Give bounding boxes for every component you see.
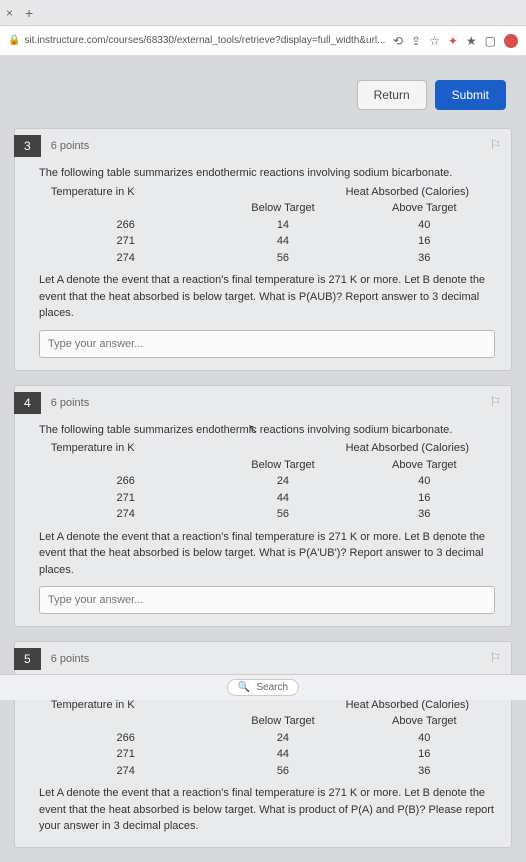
data-table: Temperature in K Heat Absorbed (Calories)… [39, 184, 495, 267]
question-intro: The following table summarizes endotherm… [39, 422, 495, 439]
window-icon[interactable]: ▢ [485, 34, 496, 48]
above-cell: 40 [354, 730, 495, 747]
question-intro: The following table summarizes endotherm… [39, 165, 495, 182]
below-cell: 56 [212, 250, 353, 267]
data-table: Temperature in KHeat Absorbed (Calories)… [39, 697, 495, 780]
question-points: 6 points [51, 397, 90, 409]
col-below: Below Target [212, 713, 353, 730]
above-cell: 16 [354, 746, 495, 763]
temp-cell: 274 [39, 763, 212, 780]
above-cell: 36 [354, 763, 495, 780]
below-cell: 56 [212, 763, 353, 780]
above-cell: 16 [354, 233, 495, 250]
table-row: 2714416 [39, 746, 495, 763]
temp-cell: 271 [39, 233, 212, 250]
above-cell: 16 [354, 490, 495, 507]
question-card: 3 6 points ⚐ The following table summarizes… [14, 128, 512, 371]
question-body: The following table summarizes endotherm… [15, 161, 511, 358]
tab-bar: × + [0, 0, 526, 26]
below-cell: 24 [212, 730, 353, 747]
profile-icon[interactable] [504, 34, 518, 48]
question-number: 5 [14, 648, 41, 670]
address-bar[interactable]: 🔒 sit.instructure.com/courses/68330/exte… [0, 26, 526, 56]
answer-input[interactable] [39, 586, 495, 614]
below-cell: 44 [212, 490, 353, 507]
answer-input[interactable] [39, 330, 495, 358]
question-header: 4 6 points ⚐ [15, 386, 511, 418]
question-points: 6 points [51, 140, 90, 152]
temp-cell: 274 [39, 506, 212, 523]
flag-icon[interactable]: ⚐ [489, 650, 501, 666]
table-row: 2745636 [39, 250, 495, 267]
return-button[interactable]: Return [357, 80, 427, 110]
question-card: 4 6 points ⚐ The following table summarizes… [14, 385, 512, 628]
table-row: 2745636 [39, 506, 495, 523]
question-card: 56 points⚐The following table summarizes… [14, 641, 512, 848]
data-table: Temperature in K Heat Absorbed (Calories)… [39, 440, 495, 523]
question-prompt: Let A denote the event that a reaction's… [39, 272, 495, 322]
table-row: 2714416 [39, 233, 495, 250]
toolbar-icons: ⟲ ⇪ ☆ ✦ ★ ▢ [393, 34, 518, 48]
taskbar-search[interactable]: 🔍 Search [227, 679, 299, 696]
below-cell: 14 [212, 217, 353, 234]
question-header: 3 6 points ⚐ [15, 129, 511, 161]
flag-icon[interactable]: ⚐ [489, 137, 501, 153]
col-temp: Temperature in K [39, 440, 146, 457]
temp-cell: 271 [39, 490, 212, 507]
col-below: Below Target [212, 200, 353, 217]
col-below: Below Target [212, 457, 353, 474]
col-temp: Temperature in K [39, 184, 146, 201]
flag-icon[interactable]: ⚐ [489, 394, 501, 410]
page-content: Return Submit 3 6 points ⚐ The following ta… [0, 56, 526, 848]
star-icon[interactable]: ☆ [429, 34, 440, 48]
question-number: 4 [14, 392, 41, 414]
lock-icon: 🔒 [8, 35, 20, 46]
above-cell: 36 [354, 506, 495, 523]
url-text: sit.instructure.com/courses/68330/extern… [24, 35, 392, 46]
below-cell: 56 [212, 506, 353, 523]
table-row: 2662440 [39, 473, 495, 490]
table-row: 2714416 [39, 490, 495, 507]
submit-button[interactable]: Submit [435, 80, 506, 110]
below-cell: 44 [212, 746, 353, 763]
temp-cell: 266 [39, 217, 212, 234]
table-row: 2745636 [39, 763, 495, 780]
col-above: Above Target [354, 713, 495, 730]
above-cell: 36 [354, 250, 495, 267]
bookmark-icon[interactable]: ★ [466, 34, 477, 48]
temp-cell: 266 [39, 730, 212, 747]
temp-cell: 271 [39, 746, 212, 763]
taskbar: 🔍 Search [0, 674, 526, 700]
new-tab-icon[interactable]: + [25, 5, 33, 21]
table-row: 2661440 [39, 217, 495, 234]
share-icon[interactable]: ⇪ [411, 34, 421, 48]
question-points: 6 points [51, 653, 90, 665]
question-number: 3 [14, 135, 41, 157]
above-cell: 40 [354, 217, 495, 234]
translate-icon[interactable]: ⟲ [393, 34, 403, 48]
action-buttons: Return Submit [14, 66, 512, 128]
search-icon: 🔍 [238, 682, 250, 693]
question-prompt: Let A denote the event that a reaction's… [39, 529, 495, 579]
question-body: The following table summarizes endotherm… [15, 418, 511, 615]
temp-cell: 266 [39, 473, 212, 490]
col-heat: Heat Absorbed (Calories) [320, 184, 495, 201]
extension-icon[interactable]: ✦ [448, 34, 458, 48]
question-header: 5 6 points ⚐ [15, 642, 511, 674]
col-heat: Heat Absorbed (Calories) [320, 440, 495, 457]
below-cell: 44 [212, 233, 353, 250]
above-cell: 40 [354, 473, 495, 490]
temp-cell: 274 [39, 250, 212, 267]
question-prompt: Let A denote the event that a reaction's… [39, 785, 495, 835]
close-tab-icon[interactable]: × [6, 6, 13, 20]
col-above: Above Target [354, 457, 495, 474]
col-above: Above Target [354, 200, 495, 217]
below-cell: 24 [212, 473, 353, 490]
table-row: 2662440 [39, 730, 495, 747]
search-label: Search [256, 682, 288, 693]
